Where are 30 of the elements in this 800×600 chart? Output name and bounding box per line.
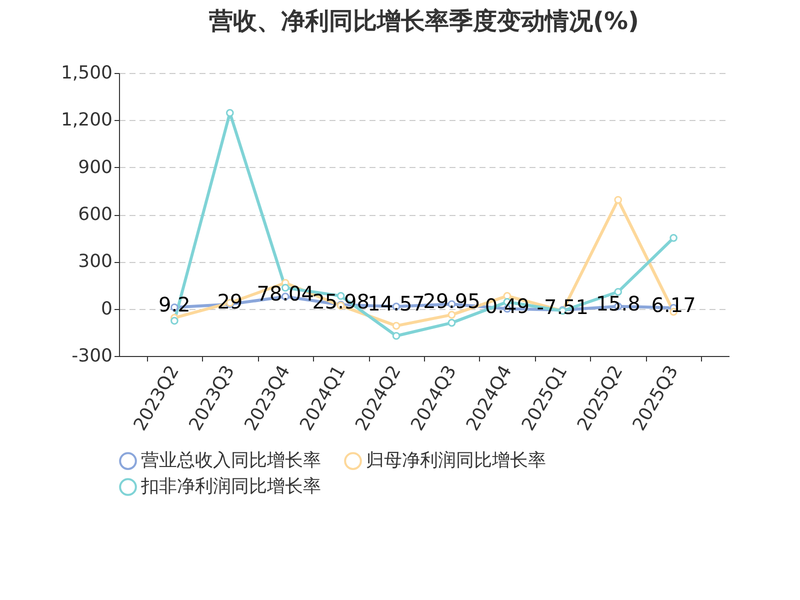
data-label: 6.17 (651, 292, 696, 317)
data-label: 15.8 (596, 291, 640, 316)
point (448, 318, 456, 327)
data-label: 29.95 (423, 289, 480, 314)
point (226, 109, 234, 117)
y-tick-label: 600 (78, 204, 112, 225)
y-tick-label: 1,500 (60, 62, 112, 84)
point (170, 316, 178, 325)
point (392, 332, 400, 340)
data-label: 14.57 (368, 292, 425, 316)
point (448, 310, 456, 319)
y-tick-label: 1,200 (60, 110, 112, 131)
data-label: 78.04 (256, 282, 314, 306)
data-label: 9.2 (158, 292, 190, 316)
point (670, 234, 678, 242)
point (392, 322, 400, 330)
data-label: 0.49 (484, 294, 530, 318)
point (614, 196, 622, 204)
y-tick-label: 0 (101, 298, 112, 320)
chart-title: 营收、净利同比增长率季度变动情况(%) (208, 7, 639, 35)
y-tick-label: 300 (78, 251, 112, 272)
data-label: 29 (217, 289, 243, 314)
y-tick-label: -300 (72, 346, 112, 366)
data-label: -7.51 (536, 295, 589, 320)
data-label: 25.98 (312, 290, 370, 314)
legend-label: 营业总收入同比增长率 (141, 450, 321, 472)
point (614, 288, 622, 296)
y-tick-label: 900 (78, 156, 112, 178)
legend-label: 扣非净利润同比增长率 (140, 476, 321, 497)
legend-label: 归母净利润同比增长率 (366, 450, 546, 472)
